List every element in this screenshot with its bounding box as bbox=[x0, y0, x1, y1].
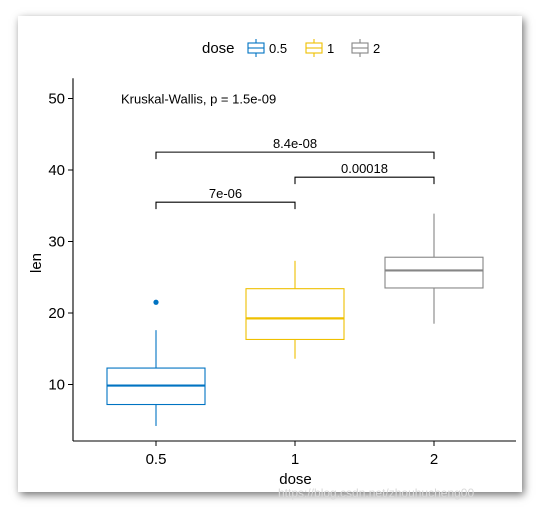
box-2 bbox=[384, 213, 484, 324]
annotations: Kruskal-Wallis, p = 1.5e-09 7e-06 0.00018 8… bbox=[121, 92, 435, 210]
x-tick-label: 2 bbox=[430, 451, 438, 468]
x-tick-label: 1 bbox=[291, 451, 299, 468]
y-tick-label: 10 bbox=[48, 377, 65, 394]
legend: dose 0.5 1 2 bbox=[202, 39, 380, 57]
boxes bbox=[106, 213, 484, 426]
chart-frame bbox=[18, 16, 522, 492]
y-tick-label: 20 bbox=[48, 305, 65, 322]
legend-label: 1 bbox=[327, 41, 334, 56]
y-axis-title: len bbox=[28, 253, 45, 273]
legend-key-0.5: 0.5 bbox=[247, 39, 287, 57]
x-tick-label: 0.5 bbox=[146, 451, 167, 468]
y-tick-label: 30 bbox=[48, 234, 65, 251]
comparison-pvalue: 0.00018 bbox=[341, 161, 388, 176]
comparison-0.5-2: 8.4e-08 bbox=[155, 136, 435, 160]
box-iqr bbox=[245, 288, 345, 341]
comparison-1-2: 0.00018 bbox=[294, 161, 435, 185]
legend-label: 0.5 bbox=[269, 41, 287, 56]
box-iqr bbox=[384, 256, 484, 289]
comparison-bracket bbox=[155, 151, 435, 160]
x-axis-title: dose bbox=[279, 471, 312, 488]
comparison-0.5-1: 7e-06 bbox=[155, 186, 296, 210]
comparison-bracket bbox=[155, 201, 296, 210]
kruskal-wallis-label: Kruskal-Wallis, p = 1.5e-09 bbox=[121, 92, 276, 107]
axes: 10 20 30 40 50 0.5 1 2 dose len bbox=[28, 78, 516, 488]
comparison-pvalue: 7e-06 bbox=[209, 186, 242, 201]
comparison-bracket bbox=[294, 176, 435, 185]
box-0.5 bbox=[106, 299, 206, 426]
comparison-pvalue: 8.4e-08 bbox=[273, 136, 317, 151]
box-1 bbox=[245, 260, 345, 359]
legend-title: dose bbox=[202, 40, 235, 57]
watermark: https://blog.csdn.net/zhouhucheng00 bbox=[278, 486, 475, 500]
legend-key-1: 1 bbox=[305, 39, 334, 57]
y-tick-label: 50 bbox=[48, 91, 65, 108]
legend-label: 2 bbox=[373, 41, 380, 56]
y-tick-label: 40 bbox=[48, 162, 65, 179]
outlier-point bbox=[153, 299, 159, 305]
legend-key-2: 2 bbox=[351, 39, 380, 57]
